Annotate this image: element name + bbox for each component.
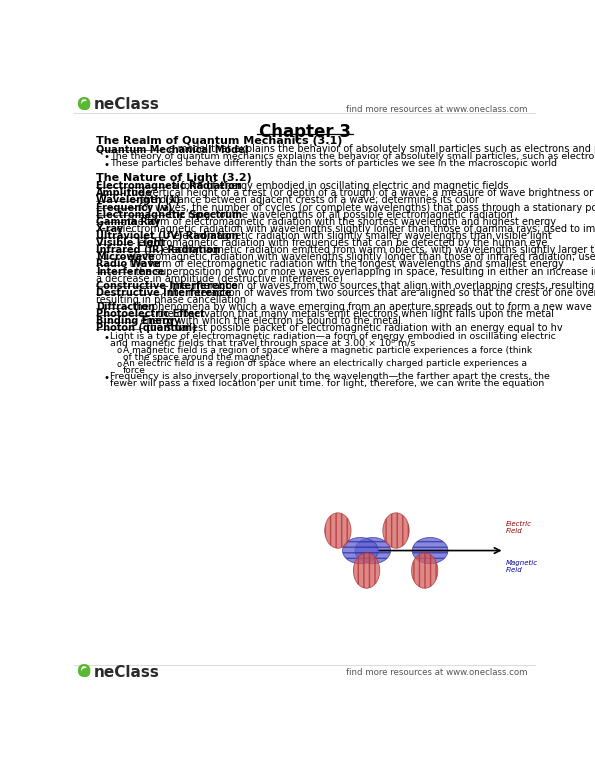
Text: neClass: neClass [94, 665, 159, 680]
Text: Amplitude: Amplitude [96, 189, 153, 199]
Text: - a model that explains the behavior of absolutely small particles such as elect: - a model that explains the behavior of … [162, 145, 595, 155]
Text: Photoelectric Effect: Photoelectric Effect [96, 310, 205, 320]
Text: fewer will pass a fixed location per unit time. for light, therefore, we can wri: fewer will pass a fixed location per uni… [110, 380, 544, 388]
Text: Electromagnetic Radiation: Electromagnetic Radiation [96, 181, 242, 191]
Text: •: • [103, 333, 109, 343]
Text: o: o [116, 346, 121, 355]
Text: Microwave: Microwave [96, 253, 155, 263]
Text: Gamma Ray: Gamma Ray [96, 217, 161, 226]
Text: - the observation that many metals emit electrons when light falls upon the meta: - the observation that many metals emit … [151, 310, 554, 320]
Text: - electromagnetic radiation with frequencies that can be detected by the human e: - electromagnetic radiation with frequen… [131, 238, 547, 248]
Text: X-ray: X-ray [96, 224, 124, 234]
Text: Photon (quantum): Photon (quantum) [96, 323, 196, 333]
Text: find more resources at www.oneclass.com: find more resources at www.oneclass.com [346, 668, 528, 678]
Text: Diffraction: Diffraction [96, 302, 155, 312]
Text: - the form of electromagnetic radiation with the longest wavelengths and smalles: - the form of electromagnetic radiation … [124, 259, 564, 270]
Text: Interference: Interference [96, 266, 164, 276]
Text: Magnetic
Field: Magnetic Field [506, 559, 538, 573]
Text: - electromagnetic radiation with wavelengths slightly longer than those of gamma: - electromagnetic radiation with wavelen… [109, 224, 595, 234]
Text: The Realm of Quantum Mechanics (3.1): The Realm of Quantum Mechanics (3.1) [96, 136, 343, 146]
Text: and magnetic fields that travel through space at 3.00 × 10⁸ m/s: and magnetic fields that travel through … [110, 339, 415, 348]
Ellipse shape [343, 537, 378, 564]
Text: - electromagnetic radiation with wavelengths slightly longer than those of infra: - electromagnetic radiation with wavelen… [121, 253, 595, 263]
Text: •: • [103, 373, 109, 383]
Text: - electromagnetic radiation with slightly smaller wavelengths than visible light: - electromagnetic radiation with slightl… [167, 231, 552, 241]
Text: Quantum Mechanical Model: Quantum Mechanical Model [96, 145, 248, 155]
Text: •: • [103, 152, 109, 162]
Text: - the range of the wavelengths of all possible electromagnetic radiation: - the range of the wavelengths of all po… [162, 209, 512, 219]
Text: of the space around the magnet).: of the space around the magnet). [123, 353, 276, 362]
Text: find more resources at www.oneclass.com: find more resources at www.oneclass.com [346, 105, 528, 115]
Text: Frequency (ν): Frequency (ν) [96, 203, 173, 213]
Text: A magnetic field is a region of space where a magnetic particle experiences a fo: A magnetic field is a region of space wh… [123, 346, 533, 355]
Text: - the form of electromagnetic radiation with the shortest wavelength and highest: - the form of electromagnetic radiation … [121, 217, 556, 226]
Ellipse shape [412, 553, 438, 588]
Text: -electromagnetic radiation emitted from warm objects, with wavelengths slightly : -electromagnetic radiation emitted from … [159, 245, 595, 255]
Text: - the phenomena by which a wave emerging from an aperture spreads out to form a : - the phenomena by which a wave emerging… [126, 302, 595, 312]
Text: Radio Wave: Radio Wave [96, 259, 161, 270]
Text: - the interaction of waves from two sources that are aligned so that the crest o: - the interaction of waves from two sour… [162, 288, 595, 298]
Text: a decrease in amplitude (destructive interference): a decrease in amplitude (destructive int… [96, 273, 343, 283]
Ellipse shape [383, 513, 409, 548]
Ellipse shape [353, 553, 380, 588]
Text: O: O [77, 95, 91, 114]
Text: The theory of quantum mechanics explains the behavior of absolutely small partic: The theory of quantum mechanics explains… [110, 152, 595, 160]
Text: - energy with which the electron is bound to the metal: - energy with which the electron is boun… [134, 316, 401, 326]
Text: - the superposition of two or more waves overlapping in space, resulting in eith: - the superposition of two or more waves… [129, 266, 595, 276]
Ellipse shape [412, 537, 448, 564]
Text: Chapter 3: Chapter 3 [259, 123, 350, 141]
Text: Electric
Field: Electric Field [506, 521, 532, 534]
Text: Frequency is also inversely proportional to the wavelength—the farther apart the: Frequency is also inversely proportional… [110, 373, 550, 381]
Text: - the interaction of waves from two sources that align with overlapping crests, : - the interaction of waves from two sour… [165, 281, 595, 291]
Text: •: • [103, 159, 109, 169]
Text: - a form of energy embodied in oscillating electric and magnetic fields: - a form of energy embodied in oscillati… [165, 181, 508, 191]
Text: An electric field is a region of space where an electrically charged particle ex: An electric field is a region of space w… [123, 359, 527, 368]
Text: Light is a type of electromagnetic radiation—a form of energy embodied in oscill: Light is a type of electromagnetic radia… [110, 332, 556, 341]
Text: Destructive Interference: Destructive Interference [96, 288, 231, 298]
Text: resulting in phase cancellation: resulting in phase cancellation [96, 295, 246, 305]
Text: Wavelength (λ): Wavelength (λ) [96, 196, 180, 206]
Text: o: o [116, 360, 121, 369]
Text: - the smallest possible packet of electromagnetic radiation with an energy equal: - the smallest possible packet of electr… [140, 323, 562, 333]
Text: Visible Light: Visible Light [96, 238, 165, 248]
Text: These particles behave differently than the sorts of particles we see in the mac: These particles behave differently than … [110, 159, 557, 168]
Ellipse shape [355, 537, 390, 564]
Text: Infrared (IR) Radiation: Infrared (IR) Radiation [96, 245, 220, 255]
Text: Constructive Interference: Constructive Interference [96, 281, 238, 291]
Text: Binding Energy: Binding Energy [96, 316, 180, 326]
Text: - the vertical height of a crest (or depth of a trough) of a wave; a measure of : - the vertical height of a crest (or dep… [121, 189, 595, 199]
Text: neClass: neClass [94, 97, 159, 112]
Text: Electromagnetic Spectrum: Electromagnetic Spectrum [96, 209, 242, 219]
Text: The Nature of Light (3.2): The Nature of Light (3.2) [96, 173, 252, 183]
Text: O: O [77, 663, 91, 681]
Text: force: force [123, 366, 146, 375]
Text: - the distance between adjacent crests of a wave; determines its color: - the distance between adjacent crests o… [134, 196, 480, 206]
Text: - for waves, the number of cycles (or complete wavelengths) that pass through a : - for waves, the number of cycles (or co… [131, 203, 595, 213]
Ellipse shape [325, 513, 351, 548]
Text: Ultraviolet (UV) Radiation: Ultraviolet (UV) Radiation [96, 231, 239, 241]
